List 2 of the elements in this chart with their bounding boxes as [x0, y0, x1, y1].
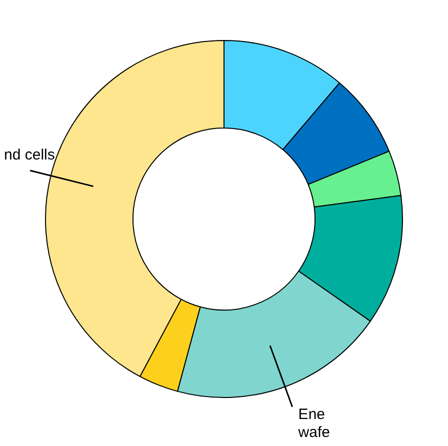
slice-label: nd cells: [4, 146, 55, 164]
slice-label: Ene wafe: [297, 406, 330, 442]
